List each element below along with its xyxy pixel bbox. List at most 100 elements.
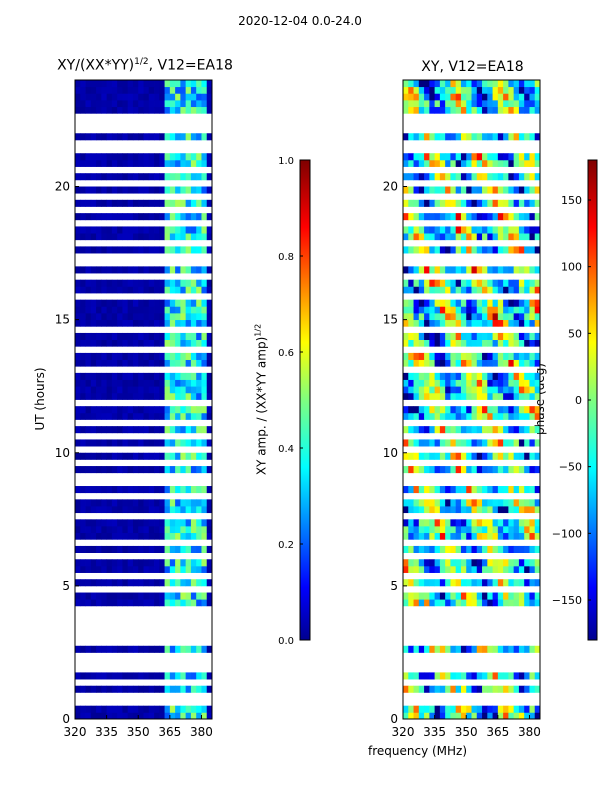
amp-heatmap-cell bbox=[206, 153, 213, 161]
amp-heatmap-cell bbox=[154, 352, 160, 360]
phase-heatmap-cell bbox=[445, 499, 451, 507]
phase-heatmap-cell bbox=[439, 525, 446, 534]
phase-heatmap-cell bbox=[429, 506, 436, 514]
amp-heatmap-cell bbox=[96, 452, 102, 460]
phase-heatmap-cell bbox=[476, 379, 483, 387]
amp-heatmap-cell bbox=[159, 525, 165, 534]
phase-heatmap-cell bbox=[524, 545, 530, 553]
phase-heatmap-cell bbox=[439, 372, 446, 380]
phase-heatmap-cell bbox=[460, 213, 467, 221]
amp-heatmap-cell bbox=[206, 246, 213, 254]
amp-heatmap-cell bbox=[132, 486, 139, 494]
phase-heatmap-cell bbox=[534, 199, 541, 207]
phase-heatmap-cell bbox=[434, 592, 441, 600]
phase-heatmap-cell bbox=[476, 439, 483, 447]
amp-heatmap-cell bbox=[138, 426, 144, 434]
phase-heatmap-cell bbox=[460, 86, 467, 94]
phase-heatmap-cell bbox=[482, 559, 488, 567]
amp-heatmap-cell bbox=[80, 299, 86, 307]
amp-heatmap-cell bbox=[127, 299, 134, 307]
phase-heatmap-cell bbox=[434, 466, 441, 474]
phase-heatmap-cell bbox=[471, 312, 478, 321]
phase-heatmap-cell bbox=[497, 379, 504, 387]
amp-heatmap-cell bbox=[111, 705, 118, 713]
amp-heatmap-cell bbox=[196, 86, 202, 94]
amp-heatmap-cell bbox=[164, 133, 171, 141]
amp-heatmap-cell bbox=[90, 579, 97, 587]
phase-heatmap-cell bbox=[476, 392, 483, 400]
amp-heatmap-cell bbox=[75, 452, 81, 460]
amp-heatmap-cell bbox=[90, 199, 97, 207]
amp-heatmap-cell bbox=[85, 406, 92, 414]
amp-heatmap-cell bbox=[169, 93, 176, 101]
amp-heatmap-cell bbox=[117, 99, 123, 108]
amp-heatmap-cell bbox=[106, 519, 113, 527]
amp-heatmap-cell bbox=[132, 86, 139, 94]
phase-heatmap-cell bbox=[450, 339, 457, 347]
phase-heatmap-cell bbox=[476, 186, 483, 194]
phase-heatmap-cell bbox=[434, 579, 441, 587]
amp-heatmap-cell bbox=[201, 153, 208, 161]
phase-heatmap-cell bbox=[529, 712, 536, 720]
amp-heatmap-cell bbox=[190, 406, 197, 414]
amp-heatmap-cell bbox=[101, 712, 108, 720]
phase-heatmap-cell bbox=[513, 86, 520, 94]
phase-heatmap-cell bbox=[445, 466, 451, 474]
phase-heatmap-cell bbox=[403, 106, 409, 114]
phase-heatmap-cell bbox=[455, 233, 462, 241]
amp-heatmap-cell bbox=[148, 426, 155, 434]
phase-heatmap-cell bbox=[424, 672, 430, 680]
phase-heatmap-cell bbox=[450, 319, 457, 327]
phase-heatmap-cell bbox=[455, 565, 462, 573]
phase-heatmap-cell bbox=[418, 173, 425, 181]
amp-heatmap-cell bbox=[138, 213, 144, 221]
phase-heatmap-cell bbox=[508, 359, 515, 367]
amp-heatmap-cell bbox=[180, 93, 187, 101]
amp-heatmap-cell bbox=[85, 545, 92, 553]
amp-heatmap-cell bbox=[180, 359, 187, 367]
phase-heatmap-cell bbox=[518, 412, 525, 420]
phase-heatmap-cell bbox=[408, 186, 414, 194]
amp-heatmap-cell bbox=[75, 153, 81, 161]
phase-heatmap-cell bbox=[439, 279, 446, 287]
phase-heatmap-cell bbox=[529, 186, 536, 194]
amp-heatmap-cell bbox=[196, 186, 202, 194]
phase-heatmap-cell bbox=[455, 226, 462, 234]
amp-heatmap-cell bbox=[111, 486, 118, 494]
amp-heatmap-cell bbox=[127, 153, 134, 161]
phase-heatmap-cell bbox=[513, 213, 520, 221]
amp-x-tick-label: 335 bbox=[95, 725, 118, 739]
amp-heatmap-cell bbox=[106, 579, 113, 587]
amp-heatmap-cell bbox=[148, 499, 155, 507]
amp-heatmap-cell bbox=[132, 439, 139, 447]
phase-heatmap-cell bbox=[466, 519, 472, 527]
amp-heatmap-cell bbox=[180, 525, 187, 534]
amp-heatmap-cell bbox=[164, 499, 171, 507]
phase-heatmap-cell bbox=[513, 406, 520, 414]
phase-heatmap-cell bbox=[529, 153, 536, 161]
phase-heatmap-cell bbox=[518, 266, 525, 274]
amp-heatmap-cell bbox=[85, 645, 92, 653]
phase-heatmap-cell bbox=[503, 499, 509, 507]
amp-heatmap-cell bbox=[132, 286, 139, 294]
phase-heatmap-cell bbox=[513, 306, 520, 314]
amp-heatmap-cell bbox=[111, 532, 118, 540]
amp-heatmap-cell bbox=[138, 106, 144, 114]
amp-heatmap-cell bbox=[106, 406, 113, 414]
phase-heatmap-cell bbox=[487, 386, 493, 394]
phase-heatmap-cell bbox=[482, 466, 488, 474]
amp-heatmap-cell bbox=[80, 199, 86, 207]
amp-heatmap-cell bbox=[117, 359, 123, 367]
amp-heatmap-cell bbox=[80, 559, 86, 567]
amp-heatmap-cell bbox=[111, 352, 118, 360]
phase-heatmap-cell bbox=[445, 406, 451, 414]
amp-heatmap-cell bbox=[75, 199, 81, 207]
amp-heatmap-cell bbox=[127, 645, 134, 653]
amp-heatmap-cell bbox=[201, 319, 208, 327]
phase-heatmap-cell bbox=[518, 426, 525, 434]
amp-colorbar-tick-label: 0.2 bbox=[278, 540, 294, 551]
amp-heatmap-cell bbox=[190, 199, 197, 207]
phase-heatmap-cell bbox=[460, 565, 467, 573]
phase-heatmap-cell bbox=[466, 645, 472, 653]
amp-heatmap-cell bbox=[206, 685, 213, 693]
